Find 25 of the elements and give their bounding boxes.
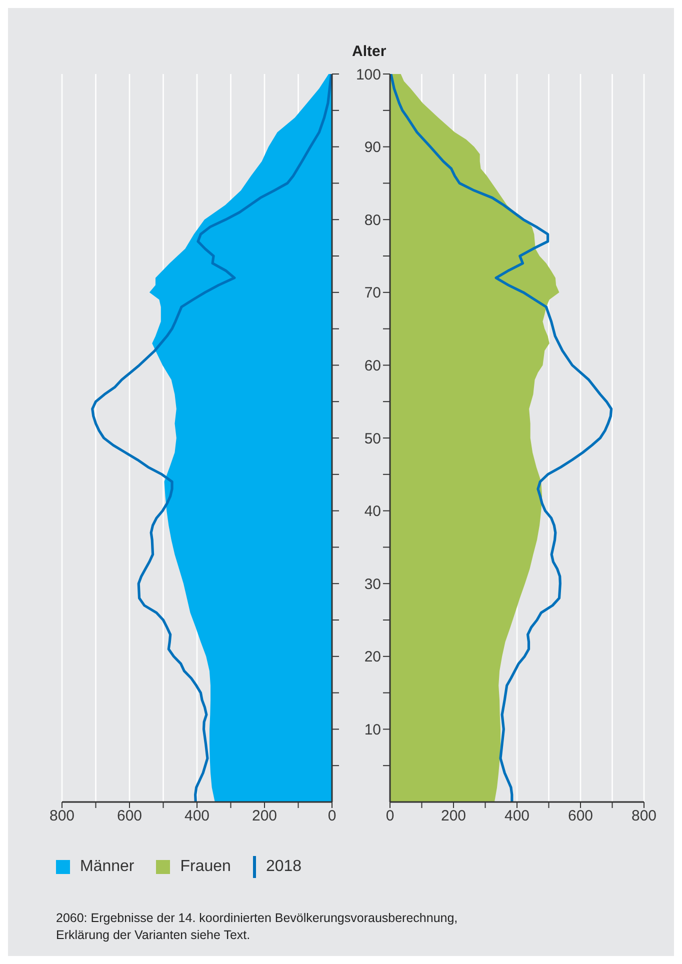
y-tick-label: 90 bbox=[364, 139, 381, 156]
y-tick-label: 100 bbox=[356, 66, 381, 84]
y-axis-title: Alter bbox=[352, 43, 386, 60]
y-tick-label: 30 bbox=[364, 576, 381, 593]
x-tick-label: 600 bbox=[568, 808, 594, 825]
y-tick-label: 80 bbox=[364, 212, 381, 229]
legend-label: Männer bbox=[80, 858, 134, 876]
legend-label: Frauen bbox=[180, 858, 231, 876]
y-tick-label: 50 bbox=[364, 430, 381, 448]
x-tick-label: 800 bbox=[49, 808, 75, 825]
legend-label: 2018 bbox=[266, 858, 302, 876]
x-tick-label: 600 bbox=[116, 808, 142, 825]
y-tick-label: 70 bbox=[364, 284, 381, 302]
x-tick-label: 0 bbox=[386, 808, 394, 825]
x-tick-label: 400 bbox=[504, 808, 530, 825]
y-tick-label: 40 bbox=[364, 503, 381, 520]
x-tick-label: 0 bbox=[328, 808, 336, 825]
x-tick-label: 400 bbox=[184, 808, 210, 825]
x-tick-label: 200 bbox=[440, 808, 466, 825]
y-tick-label: 20 bbox=[364, 648, 381, 666]
y-tick-label: 60 bbox=[364, 358, 381, 375]
text: 2060: Ergebnisse der 14. koordinierten Bevölkerungsvorausberechnung, Erklärung der Varianten siehe Text. bbox=[56, 910, 459, 944]
y-tick-label: 10 bbox=[364, 722, 381, 739]
x-tick-label: 800 bbox=[631, 808, 657, 825]
x-tick-label: 200 bbox=[252, 808, 278, 825]
